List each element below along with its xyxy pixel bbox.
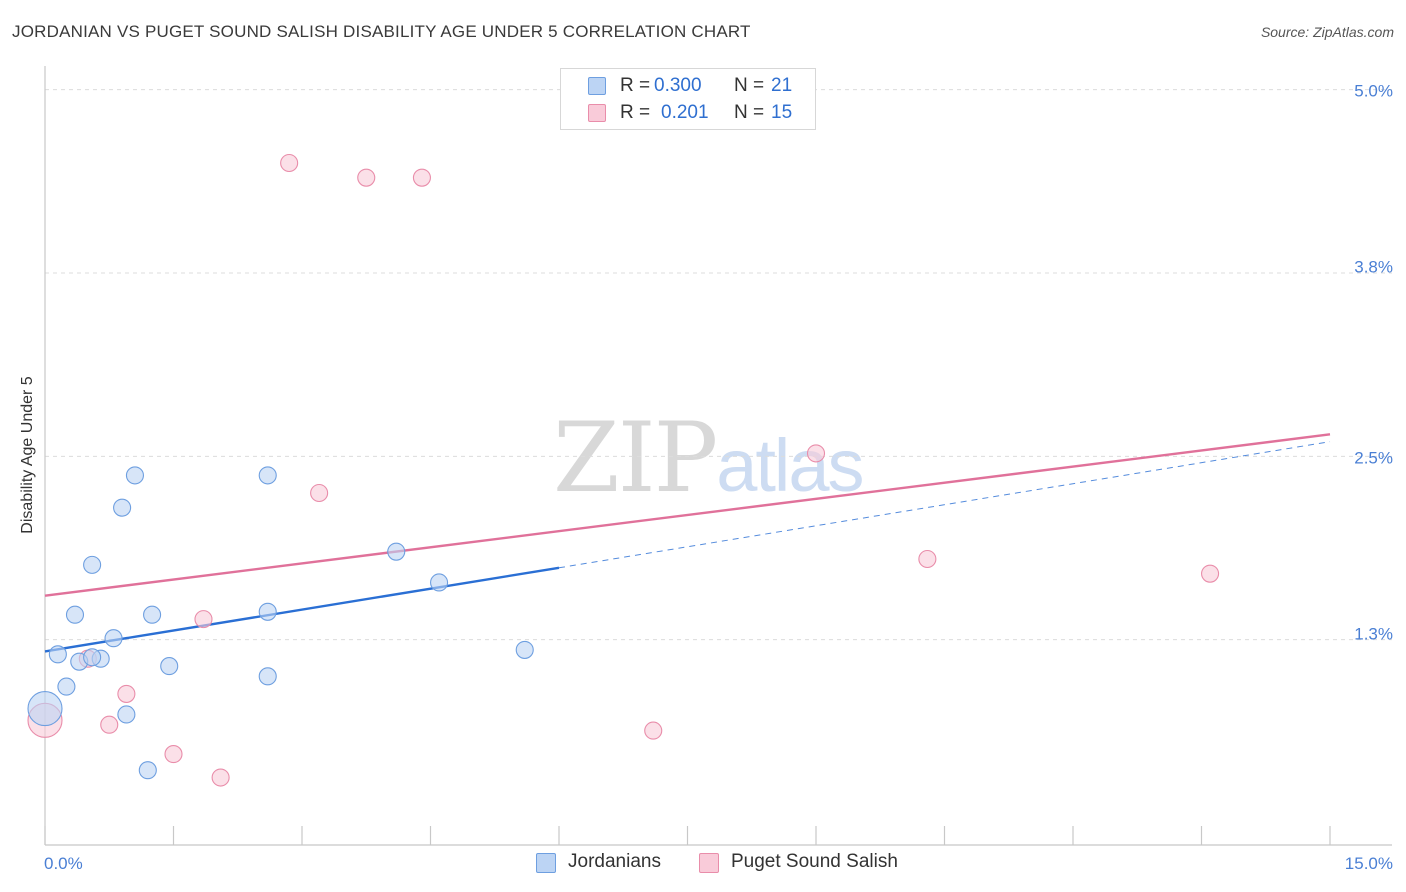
jordanians-point [387, 542, 406, 561]
puget-sound-salish-point [211, 768, 230, 787]
bottom-legend-swatch-pink [699, 853, 719, 873]
jordanians-point [258, 602, 277, 621]
puget-sound-salish-point [164, 745, 183, 764]
legend-n-value: 15 [771, 102, 793, 123]
jordanians-point [83, 555, 102, 574]
grid-layer [45, 89, 1392, 641]
watermark-zip: ZIP [553, 402, 718, 514]
legend-r-value: 0.201 [661, 102, 709, 123]
puget-sound-salish-point [280, 153, 299, 173]
legend-r-label: R = [620, 102, 651, 123]
puget-sound-salish-point [194, 610, 213, 629]
jordanians-point [125, 466, 144, 485]
puget-sound-salish-point [1201, 564, 1220, 583]
jordanians-point [48, 645, 67, 664]
jordanians-point [65, 605, 85, 624]
puget-sound-salish-point [644, 721, 663, 740]
jordanians-point [113, 498, 132, 517]
y-tick-label: 1.3% [1354, 624, 1393, 643]
puget-sound-salish-point [412, 168, 431, 187]
jordanians-point [57, 677, 76, 696]
y-tick-label: 3.8% [1354, 258, 1393, 277]
legend-r-label: R = [620, 75, 651, 96]
jordanians-point [160, 657, 179, 676]
y-axis-label: Disability Age Under 5 [19, 376, 36, 534]
points-layer [27, 153, 1220, 787]
puget-sound-salish-point [806, 444, 826, 463]
puget-sound-salish-point [310, 483, 329, 503]
tick-label-layer: 5.0% 3.8% 2.5% 1.3% 0.0% 15.0% [44, 82, 1393, 873]
jordanians-point [83, 648, 102, 667]
zipatlas-watermark: ZIPatlas [553, 402, 865, 514]
legend-swatch-blue [588, 77, 606, 95]
watermark-atlas: atlas [716, 424, 864, 507]
jordanians-point [104, 629, 123, 648]
stats-legend: R = 0.300 N = 21 R = 0.201 N = 15 [560, 68, 816, 130]
legend-n-label: N = [734, 102, 765, 123]
y-tick-label: 5.0% [1354, 82, 1393, 101]
jordanians-trend-line [44, 566, 560, 653]
trend-layer [44, 433, 1331, 653]
jordanians-trend-extension [558, 441, 1331, 569]
puget-sound-salish-point [918, 549, 937, 569]
jordanians-point [430, 573, 449, 592]
puget-sound-salish-point [357, 168, 376, 187]
jordanians-point [515, 640, 534, 659]
y-tick-label: 2.5% [1354, 448, 1393, 467]
puget-sound-salish-point [117, 684, 136, 703]
legend-swatch-pink [588, 104, 606, 122]
bottom-legend-label: Jordanians [568, 851, 661, 872]
puget-sound-salish-point [100, 715, 119, 734]
jordanians-point [117, 705, 136, 724]
axis-layer [44, 66, 1392, 846]
jordanians-point [143, 605, 162, 624]
jordanians-point [258, 466, 277, 485]
source-credit: Source: ZipAtlas.com [1260, 24, 1394, 40]
chart-title: JORDANIAN VS PUGET SOUND SALISH DISABILI… [12, 22, 751, 41]
jordanians-point [258, 667, 277, 686]
x-tick-label: 15.0% [1345, 854, 1393, 873]
bottom-legend-label: Puget Sound Salish [731, 851, 898, 872]
puget-sound-salish-trend-line [44, 433, 1331, 597]
jordanians-point [27, 691, 63, 727]
legend-n-label: N = [734, 75, 765, 96]
jordanians-point [138, 761, 157, 780]
x-tick-label: 0.0% [44, 854, 83, 873]
legend-n-value: 21 [771, 75, 793, 96]
legend-r-value: 0.300 [654, 75, 702, 96]
bottom-legend-swatch-blue [536, 853, 556, 873]
